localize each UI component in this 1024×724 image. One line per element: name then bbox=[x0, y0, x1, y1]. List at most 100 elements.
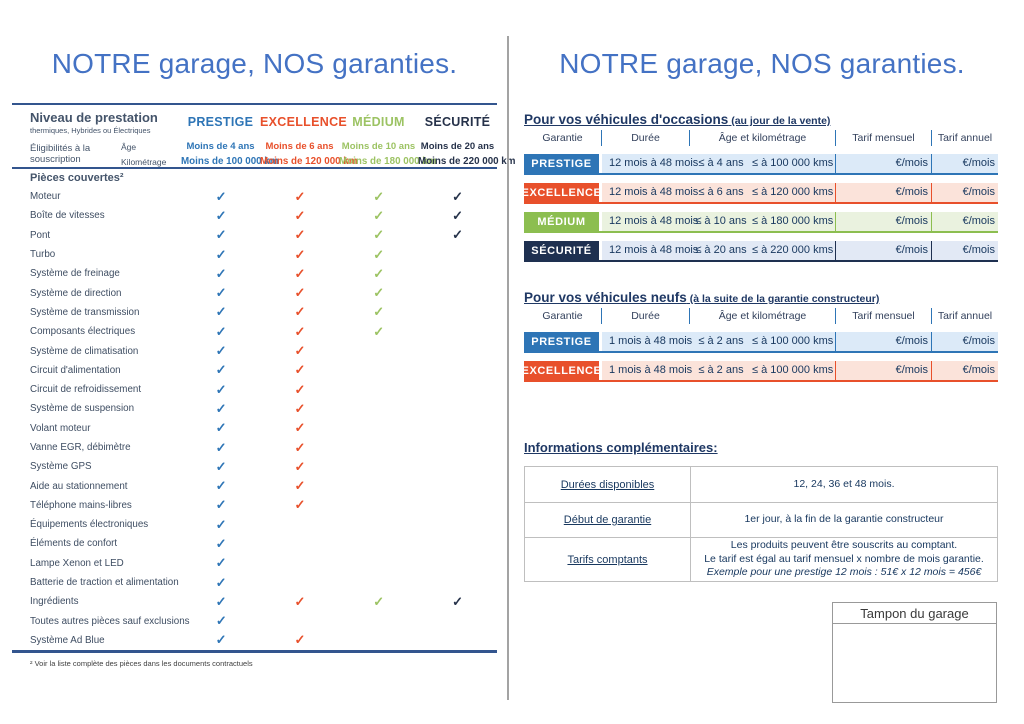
checkmark-icon: ✓ bbox=[215, 207, 227, 223]
checkmark-icon: ✓ bbox=[215, 555, 227, 571]
tier-chip: EXCELLENCE bbox=[522, 361, 601, 380]
check-cell: ✓ bbox=[182, 535, 261, 553]
checkmark-icon: ✓ bbox=[294, 207, 306, 223]
part-row: Aide au stationnement ✓ ✓ bbox=[12, 476, 497, 495]
complementary-info-heading: Informations complémentaires: bbox=[524, 440, 718, 455]
pricing-row-values: 1 mois à 48 mois ≤ à 2 ans ≤ à 100 000 kms… bbox=[602, 332, 998, 351]
checkmark-icon: ✓ bbox=[215, 632, 227, 648]
column-header: Tarif annuel bbox=[937, 310, 993, 322]
tier-chip: MÉDIUM bbox=[524, 212, 599, 231]
checkmark-icon: ✓ bbox=[215, 246, 227, 262]
column-header: Tarif annuel bbox=[937, 132, 993, 144]
part-label: Système Ad Blue bbox=[30, 634, 105, 646]
checkmark-icon: ✓ bbox=[215, 439, 227, 455]
checkmark-icon: ✓ bbox=[294, 285, 306, 301]
checkmark-icon: ✓ bbox=[215, 362, 227, 378]
column-header: Durée bbox=[602, 130, 690, 146]
duration-cell: 12 mois à 48 mois bbox=[609, 244, 699, 256]
pricing-row-prestige: PRESTIGE 1 mois à 48 mois ≤ à 2 ans ≤ à 100… bbox=[524, 332, 998, 353]
checkmark-icon: ✓ bbox=[452, 207, 464, 223]
check-cell: ✓ bbox=[182, 361, 261, 379]
pricing-row-values: 12 mois à 48 mois ≤ à 4 ans ≤ à 100 000 km… bbox=[602, 154, 998, 173]
check-cell: ✓ bbox=[261, 226, 340, 244]
part-row: Moteur ✓ ✓ ✓ ✓ bbox=[12, 187, 497, 206]
page-title-left: NOTRE garage, NOS garanties. bbox=[51, 48, 458, 79]
check-cell: ✓ bbox=[261, 284, 340, 302]
check-cell: ✓ bbox=[339, 265, 418, 283]
info-row: Durées disponibles 12, 24, 36 et 48 mois. bbox=[525, 467, 997, 502]
tier-chip: SÉCURITÉ bbox=[524, 241, 599, 260]
check-cell: ✓ bbox=[182, 574, 261, 592]
part-label: Pont bbox=[30, 229, 51, 241]
pricing-row-values: 12 mois à 48 mois ≤ à 6 ans ≤ à 120 000 km… bbox=[602, 183, 998, 202]
age-cell: ≤ à 20 ans bbox=[695, 244, 747, 256]
check-cell: ✓ bbox=[261, 361, 340, 379]
age-cell: ≤ à 2 ans bbox=[698, 364, 744, 376]
checkmark-icon: ✓ bbox=[452, 593, 464, 609]
annual-tariff-cell: €/mois bbox=[962, 364, 995, 376]
part-row: Vanne EGR, débimètre ✓ ✓ bbox=[12, 438, 497, 457]
info-row: Début de garantie 1er jour, à la fin de l… bbox=[525, 502, 997, 537]
age-value: Moins de 4 ans bbox=[186, 141, 255, 152]
checkmark-icon: ✓ bbox=[294, 478, 306, 494]
section-heading-note: (à la suite de la garantie constructeur) bbox=[686, 293, 880, 305]
tier-header-1: PRESTIGE bbox=[187, 115, 254, 129]
column-header: Âge et kilométrage bbox=[690, 130, 836, 146]
age-eligibility-values: Moins de 4 ans Moins de 6 ans Moins de 10 … bbox=[181, 141, 497, 152]
annual-tariff-cell: €/mois bbox=[962, 244, 995, 256]
section-heading: Pour vos véhicules d'occasions (au jour … bbox=[524, 112, 998, 127]
part-label: Système de transmission bbox=[30, 306, 140, 318]
checkmark-icon: ✓ bbox=[215, 535, 227, 551]
check-cell: ✓ bbox=[261, 631, 340, 649]
tier-header-3: MÉDIUM bbox=[352, 115, 405, 129]
check-cell: ✓ bbox=[418, 593, 497, 611]
part-row: Toutes autres pièces sauf exclusions ✓ bbox=[12, 612, 497, 631]
checkmark-icon: ✓ bbox=[294, 304, 306, 320]
stamp-box-title: Tampon du garage bbox=[833, 603, 996, 624]
check-cell: ✓ bbox=[339, 207, 418, 225]
check-cell: ✓ bbox=[339, 226, 418, 244]
check-cell: ✓ bbox=[261, 265, 340, 283]
check-cell: ✓ bbox=[182, 400, 261, 418]
checkmark-icon: ✓ bbox=[215, 497, 227, 513]
info-value-line: 1er jour, à la fin de la garantie constr… bbox=[744, 513, 944, 526]
km-row-label: Kilométrage bbox=[121, 156, 167, 167]
checkmark-icon: ✓ bbox=[294, 227, 306, 243]
pricing-table-header: Garantie Durée Âge et kilométrage Tarif men… bbox=[524, 130, 998, 146]
part-label: Système de direction bbox=[30, 287, 122, 299]
km-value: Moins de 220 000 km bbox=[418, 156, 516, 167]
km-cell: ≤ à 120 000 kms bbox=[752, 183, 836, 202]
info-value-line: Le tarif est égal au tarif mensuel x nom… bbox=[704, 552, 984, 565]
info-label: Durées disponibles bbox=[525, 467, 691, 502]
part-row: Système de direction ✓ ✓ ✓ bbox=[12, 283, 497, 302]
part-row: Circuit d'alimentation ✓ ✓ bbox=[12, 361, 497, 380]
check-cell: ✓ bbox=[261, 439, 340, 457]
checkmark-icon: ✓ bbox=[373, 207, 385, 223]
age-cell: ≤ à 4 ans bbox=[698, 157, 744, 169]
duration-cell: 12 mois à 48 mois bbox=[609, 215, 699, 227]
check-cell: ✓ bbox=[261, 593, 340, 611]
part-row: Éléments de confort ✓ bbox=[12, 534, 497, 553]
pricing-row-excellence: EXCELLENCE 12 mois à 48 mois ≤ à 6 ans ≤ à … bbox=[522, 183, 998, 204]
part-label: Volant moteur bbox=[30, 422, 91, 434]
check-cell: ✓ bbox=[261, 458, 340, 476]
checkmark-icon: ✓ bbox=[294, 381, 306, 397]
info-label: Début de garantie bbox=[525, 503, 691, 537]
checkmark-icon: ✓ bbox=[294, 420, 306, 436]
center-divider bbox=[507, 36, 509, 700]
check-cell: ✓ bbox=[261, 381, 340, 399]
used-vehicles-section: Pour vos véhicules d'occasions (au jour … bbox=[522, 112, 998, 262]
monthly-tariff-cell: €/mois bbox=[836, 361, 932, 380]
checkmark-icon: ✓ bbox=[294, 343, 306, 359]
checkmark-icon: ✓ bbox=[294, 265, 306, 281]
part-label: Turbo bbox=[30, 249, 56, 261]
checkmark-icon: ✓ bbox=[373, 323, 385, 339]
part-label: Éléments de confort bbox=[30, 538, 118, 550]
check-cell: ✓ bbox=[261, 419, 340, 437]
info-value: 12, 24, 36 et 48 mois. bbox=[691, 467, 997, 502]
eligibility-label: Éligibilités à la souscription bbox=[30, 143, 91, 165]
checkmark-icon: ✓ bbox=[215, 323, 227, 339]
section-heading-note: (au jour de la vente) bbox=[728, 115, 831, 127]
checkmark-icon: ✓ bbox=[215, 265, 227, 281]
checkmark-icon: ✓ bbox=[215, 420, 227, 436]
